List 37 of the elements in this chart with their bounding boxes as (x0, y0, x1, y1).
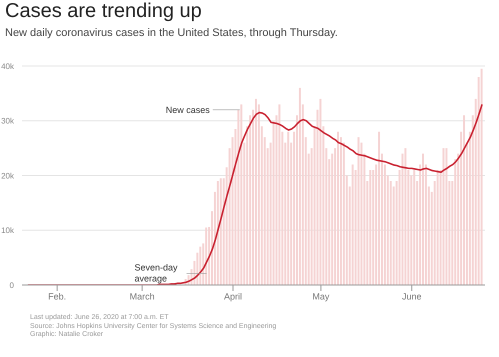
bar (199, 246, 202, 285)
bar (436, 170, 439, 285)
bar (445, 148, 448, 285)
bar (298, 88, 301, 285)
series-label: Seven-day average (134, 262, 178, 284)
bar (287, 132, 290, 285)
chart-subtitle: New daily coronavirus cases in the United States, through Thursday. (5, 27, 338, 39)
chart-title: Cases are trending up (5, 0, 202, 23)
bar (352, 164, 354, 285)
x-tick-label: April (224, 291, 242, 302)
bar (205, 228, 208, 285)
x-tick-label: June (402, 291, 422, 302)
y-tick-label: 40k (1, 62, 15, 71)
bar (404, 148, 406, 285)
bar (240, 104, 242, 285)
bar (278, 104, 280, 285)
bar (480, 68, 483, 285)
text: New cases (166, 104, 210, 115)
bar (369, 170, 372, 285)
bar (337, 132, 340, 285)
bar (463, 115, 466, 285)
bar (319, 98, 322, 285)
bar (220, 178, 222, 285)
bar (422, 154, 424, 285)
y-tick-label: 10k (1, 226, 15, 236)
bar (413, 170, 416, 285)
x-tick-label: March (130, 291, 155, 302)
bar (442, 148, 445, 285)
y-tick-label: 30k (1, 116, 15, 126)
bar (216, 180, 219, 285)
bar (378, 132, 380, 285)
line-series (27, 104, 483, 285)
y-tick-label: 0 (10, 280, 15, 290)
x-tick-label: Feb. (48, 291, 66, 302)
x-tick-label: May (312, 291, 330, 302)
y-tick-label: 20k (1, 171, 15, 180)
bar (358, 137, 360, 285)
